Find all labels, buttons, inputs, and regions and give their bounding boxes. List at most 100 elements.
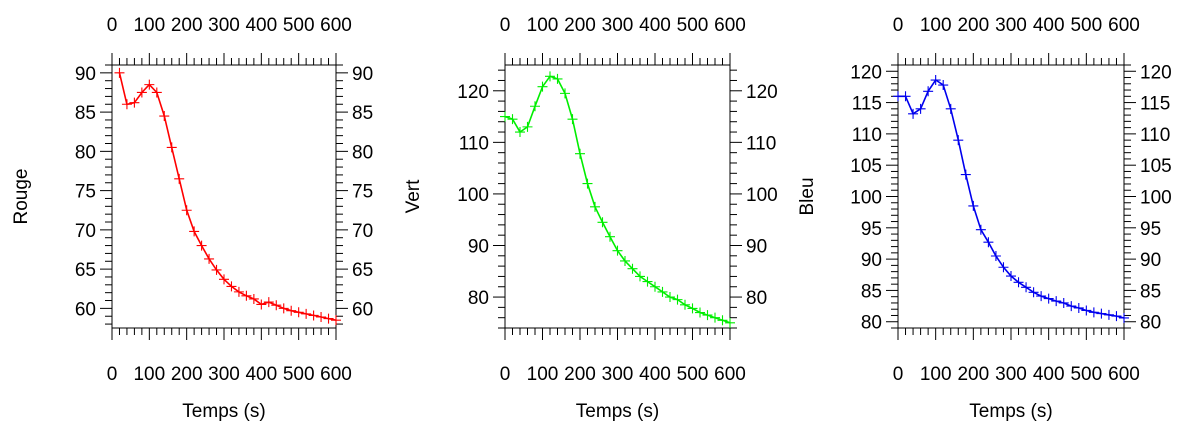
data-point-marker: [293, 307, 304, 318]
data-point-marker: [1051, 296, 1062, 307]
plot-frame: [111, 64, 337, 329]
data-point-marker: [114, 67, 125, 78]
y-tick-label-left: 90: [75, 64, 96, 85]
data-point-marker: [1088, 307, 1099, 318]
y-tick-label-right: 65: [352, 260, 373, 281]
y-tick-label-left: 65: [75, 260, 96, 281]
data-point-marker: [1006, 271, 1016, 282]
data-point-marker: [900, 91, 911, 102]
data-point-marker: [657, 286, 668, 297]
x-tick-label-top: 400: [639, 15, 671, 36]
y-axis-label: Rouge: [11, 169, 32, 225]
x-tick-label-top: 600: [714, 15, 746, 36]
x-tick-label-bottom: 600: [714, 364, 746, 385]
y-tick-label-right: 110: [746, 133, 776, 154]
x-tick-label-top: 600: [1108, 15, 1140, 36]
data-point-marker: [945, 103, 956, 114]
data-point-marker: [938, 80, 949, 91]
data-point-marker: [1021, 282, 1032, 293]
y-tick-label-right: 100: [746, 185, 778, 206]
y-tick-label-right: 90: [352, 64, 373, 85]
series-line: [504, 75, 731, 324]
data-point-marker: [1036, 291, 1047, 302]
y-tick-label-right: 70: [352, 221, 373, 242]
y-tick-label-left: 120: [850, 62, 882, 83]
y-axis-label: Bleu: [797, 177, 818, 215]
x-axis-label: Temps (s): [969, 401, 1052, 422]
data-point-marker: [159, 111, 170, 122]
data-point-marker: [710, 312, 720, 323]
y-tick-label-right: 85: [352, 103, 373, 124]
y-tick-label-right: 105: [1140, 156, 1172, 177]
data-point-marker: [695, 307, 705, 318]
chart-panel-3: 0010010020020030030040040050050060060080…: [797, 15, 1172, 422]
y-tick-label-right: 80: [352, 142, 373, 163]
data-point-marker: [650, 281, 660, 292]
x-tick-label-bottom: 500: [283, 364, 315, 385]
y-tick-label-left: 120: [457, 82, 489, 103]
y-tick-label-left: 100: [850, 188, 882, 209]
data-point-marker: [219, 274, 229, 285]
data-point-marker: [1103, 309, 1114, 320]
data-point-marker: [1028, 287, 1039, 298]
data-point-marker: [930, 75, 941, 86]
data-point-marker: [1066, 301, 1077, 312]
x-tick-label-bottom: 100: [920, 364, 952, 385]
data-point-marker: [545, 71, 555, 82]
y-tick-label-left: 110: [459, 133, 489, 154]
x-tick-label-top: 500: [677, 15, 709, 36]
y-tick-label-left: 105: [850, 156, 882, 177]
data-point-marker: [181, 205, 192, 216]
series-line: [898, 78, 1125, 319]
y-tick-label-right: 90: [746, 236, 767, 257]
y-tick-label-left: 70: [75, 221, 96, 242]
data-point-marker: [552, 73, 563, 84]
data-point-marker: [975, 224, 986, 235]
data-point-marker: [1119, 312, 1129, 323]
x-tick-label-top: 100: [920, 15, 952, 36]
data-point-marker: [635, 271, 645, 282]
y-tick-label-right: 80: [1140, 313, 1161, 334]
x-tick-label-top: 500: [283, 15, 315, 36]
data-point-marker: [627, 263, 638, 274]
data-point-marker: [1073, 302, 1084, 313]
data-point-marker: [717, 315, 728, 326]
x-tick-label-bottom: 200: [171, 364, 203, 385]
data-point-marker: [196, 240, 207, 251]
data-point-marker: [567, 114, 578, 125]
x-tick-label-bottom: 400: [245, 364, 277, 385]
data-point-marker: [725, 317, 735, 328]
chart-panel-2: 0010010020020030030040040050050060060080…: [403, 15, 778, 422]
x-tick-label-bottom: 600: [1108, 364, 1140, 385]
plot-frame: [504, 64, 731, 329]
data-point-marker: [174, 173, 185, 184]
data-point-marker: [1111, 311, 1122, 322]
data-point-marker: [680, 299, 690, 310]
data-point-marker: [121, 99, 132, 110]
data-point-marker: [990, 250, 1001, 261]
x-tick-label-bottom: 200: [957, 364, 989, 385]
data-point-marker: [612, 245, 623, 256]
data-point-marker: [1096, 308, 1107, 319]
y-tick-label-left: 85: [75, 103, 96, 124]
y-tick-label-right: 120: [746, 82, 778, 103]
y-tick-label-right: 120: [1140, 62, 1172, 83]
data-point-marker: [560, 88, 570, 99]
data-point-marker: [136, 87, 147, 98]
x-tick-label-top: 200: [957, 15, 989, 36]
x-tick-label-top: 200: [171, 15, 203, 36]
data-point-marker: [620, 255, 630, 266]
y-tick-label-left: 80: [468, 288, 489, 309]
data-point-marker: [522, 121, 533, 132]
data-point-marker: [537, 81, 548, 92]
x-tick-label-top: 0: [107, 15, 118, 36]
data-point-marker: [687, 303, 698, 314]
data-point-marker: [226, 281, 237, 292]
data-point-marker: [263, 297, 274, 308]
data-point-marker: [286, 305, 297, 316]
x-tick-label-bottom: 300: [995, 364, 1027, 385]
series-line: [118, 72, 337, 321]
data-point-marker: [308, 310, 319, 321]
x-tick-label-top: 200: [564, 15, 596, 36]
data-point-marker: [151, 87, 162, 98]
